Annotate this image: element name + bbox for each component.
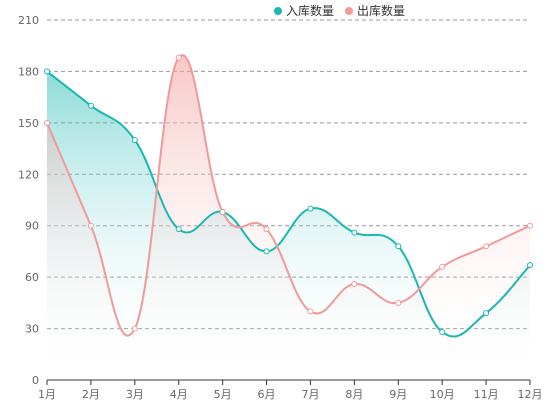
point-out[interactable] bbox=[44, 119, 50, 126]
point-out[interactable] bbox=[263, 226, 270, 233]
legend-item-out[interactable]: 出库数量 bbox=[345, 3, 405, 18]
x-tick-label: 3月 bbox=[126, 388, 144, 401]
legend-marker-in bbox=[274, 7, 282, 15]
point-out[interactable] bbox=[219, 209, 226, 215]
point-in[interactable] bbox=[483, 310, 490, 317]
point-in[interactable] bbox=[439, 329, 446, 335]
point-in[interactable] bbox=[87, 102, 94, 109]
x-tick-label: 4月 bbox=[170, 388, 188, 401]
point-out[interactable] bbox=[131, 325, 138, 332]
point-out[interactable] bbox=[483, 243, 490, 250]
point-in[interactable] bbox=[44, 68, 50, 75]
point-in[interactable] bbox=[351, 229, 358, 236]
point-out[interactable] bbox=[439, 263, 446, 270]
y-tick-label: 30 bbox=[25, 323, 39, 336]
legend-label-in: 入库数量 bbox=[286, 3, 334, 18]
point-out[interactable] bbox=[395, 299, 402, 306]
point-out[interactable] bbox=[307, 308, 314, 315]
y-tick-label: 0 bbox=[32, 374, 39, 387]
y-tick-label: 60 bbox=[25, 271, 39, 284]
legend[interactable]: 入库数量 出库数量 bbox=[274, 3, 405, 18]
y-tick-label: 180 bbox=[18, 65, 39, 78]
x-axis: 1月 2月 3月 4月 5月 6月 7月 8月 9月 10月 11月 12月 bbox=[38, 379, 543, 401]
point-in[interactable] bbox=[395, 243, 402, 250]
legend-label-out: 出库数量 bbox=[357, 3, 405, 18]
y-axis: 0 30 60 90 120 150 180 210 bbox=[18, 14, 39, 387]
x-tick-label: 12月 bbox=[518, 388, 543, 401]
x-tick-label: 1月 bbox=[38, 388, 56, 401]
x-tick-label: 9月 bbox=[389, 388, 407, 401]
x-tick-label: 7月 bbox=[301, 388, 319, 401]
x-tick-label: 5月 bbox=[214, 388, 232, 401]
x-tick-label: 8月 bbox=[345, 388, 363, 401]
line-out bbox=[46, 54, 531, 337]
y-tick-label: 120 bbox=[18, 168, 39, 181]
point-in[interactable] bbox=[263, 248, 270, 255]
x-tick-label: 6月 bbox=[258, 388, 276, 401]
point-in[interactable] bbox=[307, 205, 314, 212]
point-in[interactable] bbox=[175, 226, 182, 233]
legend-marker-out bbox=[345, 7, 353, 15]
x-tick-label: 2月 bbox=[82, 388, 100, 401]
point-out[interactable] bbox=[175, 54, 182, 61]
y-tick-label: 150 bbox=[18, 117, 39, 130]
point-out[interactable] bbox=[351, 281, 358, 287]
series-areas bbox=[47, 55, 530, 380]
series-points bbox=[44, 54, 533, 335]
y-tick-label: 210 bbox=[18, 14, 39, 27]
y-tick-label: 90 bbox=[25, 220, 39, 233]
point-in[interactable] bbox=[527, 262, 533, 269]
legend-item-in[interactable]: 入库数量 bbox=[274, 3, 334, 18]
point-out[interactable] bbox=[87, 222, 94, 229]
x-tick-label: 11月 bbox=[474, 388, 499, 401]
point-out[interactable] bbox=[527, 222, 533, 229]
point-in[interactable] bbox=[131, 137, 138, 143]
x-tick-label: 10月 bbox=[430, 388, 455, 401]
